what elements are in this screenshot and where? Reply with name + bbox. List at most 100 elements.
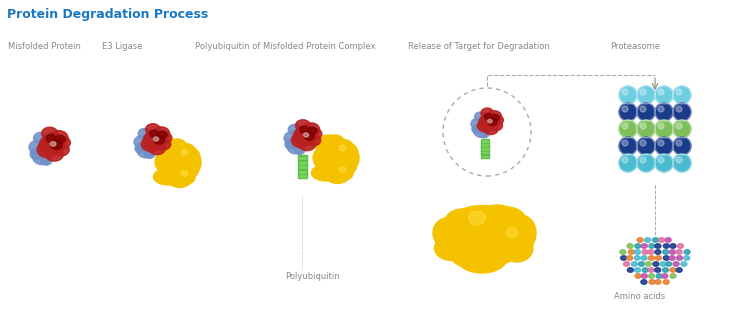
Ellipse shape <box>478 205 516 227</box>
Ellipse shape <box>634 268 640 272</box>
Ellipse shape <box>491 114 500 121</box>
Circle shape <box>673 154 691 172</box>
Ellipse shape <box>328 135 344 148</box>
Ellipse shape <box>291 133 310 148</box>
Circle shape <box>676 123 682 129</box>
Circle shape <box>619 154 637 172</box>
Circle shape <box>637 86 655 104</box>
Ellipse shape <box>649 274 655 278</box>
Ellipse shape <box>155 150 178 173</box>
Ellipse shape <box>663 280 669 284</box>
Ellipse shape <box>168 173 191 188</box>
Ellipse shape <box>660 262 666 266</box>
Ellipse shape <box>649 244 655 248</box>
Ellipse shape <box>642 250 648 254</box>
Ellipse shape <box>641 274 647 278</box>
Ellipse shape <box>182 154 200 173</box>
Ellipse shape <box>56 137 70 148</box>
Circle shape <box>619 103 637 121</box>
Ellipse shape <box>663 250 669 254</box>
Ellipse shape <box>184 150 201 174</box>
Text: Protein Degradation Process: Protein Degradation Process <box>7 8 208 21</box>
Ellipse shape <box>155 139 188 155</box>
Bar <box>482 150 489 154</box>
Ellipse shape <box>645 262 651 266</box>
Ellipse shape <box>298 138 316 151</box>
Ellipse shape <box>293 127 316 146</box>
Ellipse shape <box>669 256 675 260</box>
Ellipse shape <box>482 114 493 123</box>
Ellipse shape <box>295 145 305 154</box>
Ellipse shape <box>655 244 661 248</box>
Circle shape <box>622 157 628 163</box>
Ellipse shape <box>662 274 668 278</box>
Circle shape <box>658 157 664 163</box>
Ellipse shape <box>635 274 641 278</box>
Ellipse shape <box>620 250 626 254</box>
Ellipse shape <box>684 256 690 260</box>
Ellipse shape <box>177 169 195 184</box>
Circle shape <box>676 106 682 112</box>
Circle shape <box>622 140 628 146</box>
Ellipse shape <box>484 113 492 120</box>
Ellipse shape <box>490 121 502 130</box>
Ellipse shape <box>300 126 308 133</box>
Ellipse shape <box>490 221 535 256</box>
Ellipse shape <box>655 280 661 284</box>
Bar <box>482 154 489 158</box>
Circle shape <box>640 106 646 112</box>
Ellipse shape <box>641 244 647 248</box>
Ellipse shape <box>445 209 479 237</box>
Ellipse shape <box>474 125 488 137</box>
Text: Proteasome: Proteasome <box>610 42 660 51</box>
Ellipse shape <box>45 147 64 161</box>
Ellipse shape <box>343 146 359 170</box>
Ellipse shape <box>628 250 634 254</box>
Ellipse shape <box>628 268 634 272</box>
Ellipse shape <box>50 131 68 146</box>
Ellipse shape <box>287 139 304 154</box>
Ellipse shape <box>645 238 651 242</box>
Ellipse shape <box>313 146 336 169</box>
Bar <box>482 142 489 147</box>
Ellipse shape <box>171 139 185 152</box>
Text: Release of Target for Degradation: Release of Target for Degradation <box>408 42 550 51</box>
Ellipse shape <box>42 127 58 140</box>
Circle shape <box>640 140 646 146</box>
Circle shape <box>637 120 655 138</box>
Ellipse shape <box>449 238 494 268</box>
Ellipse shape <box>37 142 58 158</box>
Ellipse shape <box>311 165 341 181</box>
Circle shape <box>658 89 664 95</box>
Ellipse shape <box>638 262 644 266</box>
Ellipse shape <box>655 250 661 254</box>
Circle shape <box>640 89 646 95</box>
Bar <box>482 140 488 142</box>
Ellipse shape <box>501 234 533 262</box>
Ellipse shape <box>322 146 346 170</box>
Ellipse shape <box>340 150 358 169</box>
Ellipse shape <box>477 119 494 132</box>
Ellipse shape <box>146 124 160 135</box>
Ellipse shape <box>304 133 309 137</box>
Circle shape <box>676 157 682 163</box>
Ellipse shape <box>641 256 647 260</box>
Circle shape <box>658 140 664 146</box>
Circle shape <box>655 137 673 155</box>
Circle shape <box>637 137 655 155</box>
Circle shape <box>622 123 628 129</box>
Circle shape <box>619 137 637 155</box>
Ellipse shape <box>670 250 676 254</box>
Bar <box>298 157 305 159</box>
Ellipse shape <box>137 143 154 158</box>
Ellipse shape <box>652 238 658 242</box>
Ellipse shape <box>479 114 499 130</box>
Ellipse shape <box>461 208 493 228</box>
Circle shape <box>676 140 682 146</box>
Ellipse shape <box>488 119 492 123</box>
Ellipse shape <box>34 132 47 144</box>
Ellipse shape <box>670 268 676 272</box>
Ellipse shape <box>158 131 167 138</box>
Ellipse shape <box>681 262 687 266</box>
Text: Misfolded Protein: Misfolded Protein <box>8 42 81 51</box>
